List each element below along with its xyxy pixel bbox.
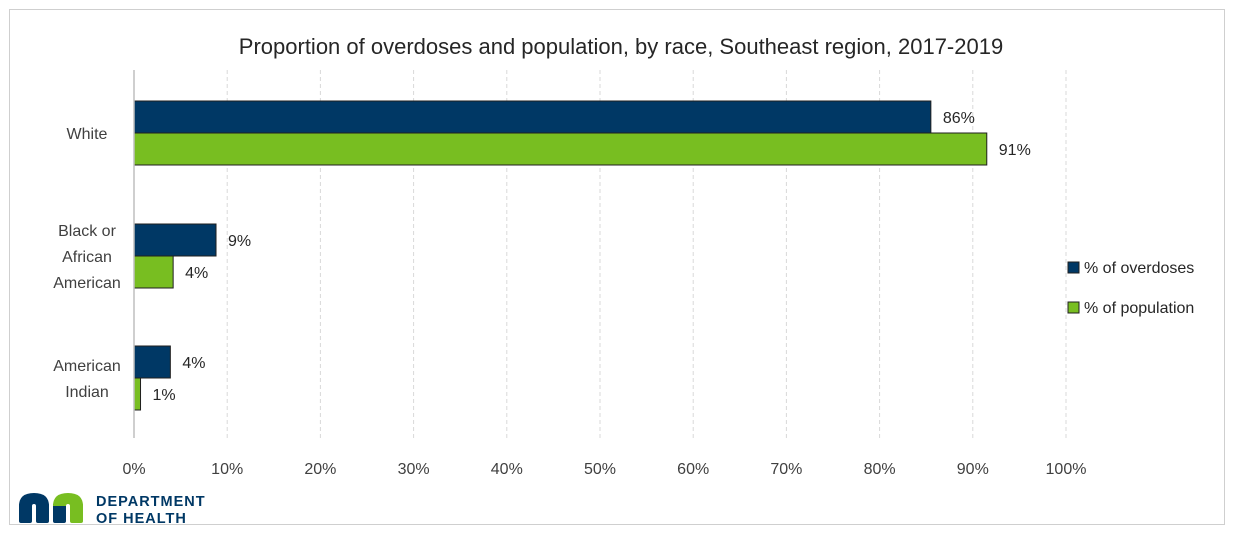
category-label: American xyxy=(53,275,121,292)
bar-overdoses xyxy=(133,223,217,257)
legend-entry: % of population xyxy=(1084,300,1194,317)
gridlines xyxy=(226,70,1067,438)
category-label: White xyxy=(67,126,108,143)
x-tick-label: 20% xyxy=(304,461,336,478)
category-label: American xyxy=(53,358,121,375)
data-label: 9% xyxy=(228,233,251,250)
logo-line1: DEPARTMENT xyxy=(96,494,206,510)
x-tick-label: 10% xyxy=(211,461,243,478)
x-tick-label: 0% xyxy=(122,461,145,478)
data-label: 1% xyxy=(153,387,176,404)
bars: 86% 9% 4% 91% 4% 1% xyxy=(133,100,1031,411)
bar-overdoses xyxy=(133,100,932,134)
mn-logo-mark-icon xyxy=(19,493,83,523)
x-axis: 0% 10% 20% 30% 40% 50% 60% 70% 80% 90% 100% xyxy=(122,70,1086,478)
x-tick-label: 30% xyxy=(398,461,430,478)
data-label: 86% xyxy=(943,110,975,127)
data-label: 4% xyxy=(185,265,208,282)
legend-swatch xyxy=(1067,261,1080,274)
legend-entry: % of overdoses xyxy=(1084,260,1194,277)
mn-health-logo: DEPARTMENT OF HEALTH xyxy=(19,493,206,527)
chart-frame xyxy=(9,9,1225,525)
chart-title: Proportion of overdoses and population, … xyxy=(239,34,1003,59)
legend: % of overdoses % of population xyxy=(1067,260,1194,317)
data-label: 4% xyxy=(182,355,205,372)
x-tick-label: 40% xyxy=(491,461,523,478)
bar-population xyxy=(133,255,174,289)
category-label: Black or xyxy=(58,223,116,240)
y-axis-categories: White Black or African American American Indi… xyxy=(53,126,121,401)
x-tick-label: 90% xyxy=(957,461,989,478)
bar-population xyxy=(133,377,142,411)
bar-population xyxy=(133,132,988,166)
x-tick-label: 60% xyxy=(677,461,709,478)
bar-overdoses xyxy=(133,345,171,379)
x-tick-label: 100% xyxy=(1046,461,1087,478)
category-label: African xyxy=(62,249,112,266)
x-tick-label: 70% xyxy=(770,461,802,478)
x-tick-label: 80% xyxy=(864,461,896,478)
legend-swatch xyxy=(1067,301,1080,314)
category-label: Indian xyxy=(65,384,109,401)
logo-line2: OF HEALTH xyxy=(96,511,187,527)
x-tick-label: 50% xyxy=(584,461,616,478)
data-label: 91% xyxy=(999,142,1031,159)
